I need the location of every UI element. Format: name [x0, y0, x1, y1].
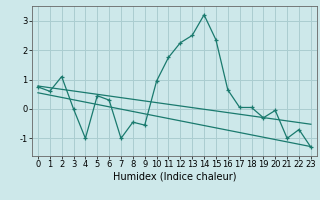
X-axis label: Humidex (Indice chaleur): Humidex (Indice chaleur): [113, 172, 236, 182]
